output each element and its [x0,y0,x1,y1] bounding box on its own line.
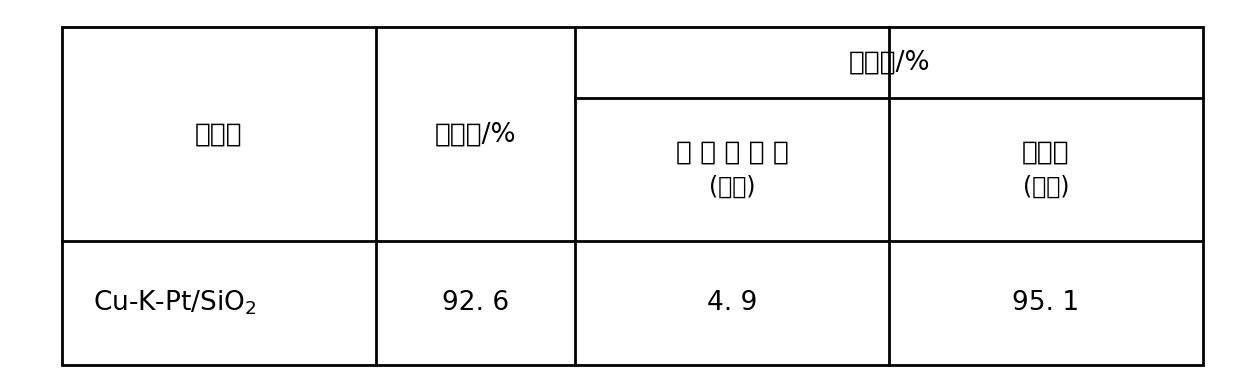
Bar [62,27,1203,365]
Text: (ＭＧ): (ＭＧ) [709,175,755,199]
Text: 4. 9: 4. 9 [707,290,758,316]
Text: 95. 1: 95. 1 [1012,290,1080,316]
Text: 92. 6: 92. 6 [441,290,510,316]
Text: 乙二醇: 乙二醇 [1022,139,1070,165]
Text: Cu-K-Pt/SiO$_2$: Cu-K-Pt/SiO$_2$ [93,289,257,318]
Text: 转化率/%: 转化率/% [435,121,516,147]
Text: 选择性/%: 选择性/% [848,49,930,75]
Text: 催化剂: 催化剂 [195,121,243,147]
Text: (ＥＧ): (ＥＧ) [1023,175,1069,199]
Text: 乙 醇 酸 甲 酰: 乙 醇 酸 甲 酰 [676,139,789,165]
